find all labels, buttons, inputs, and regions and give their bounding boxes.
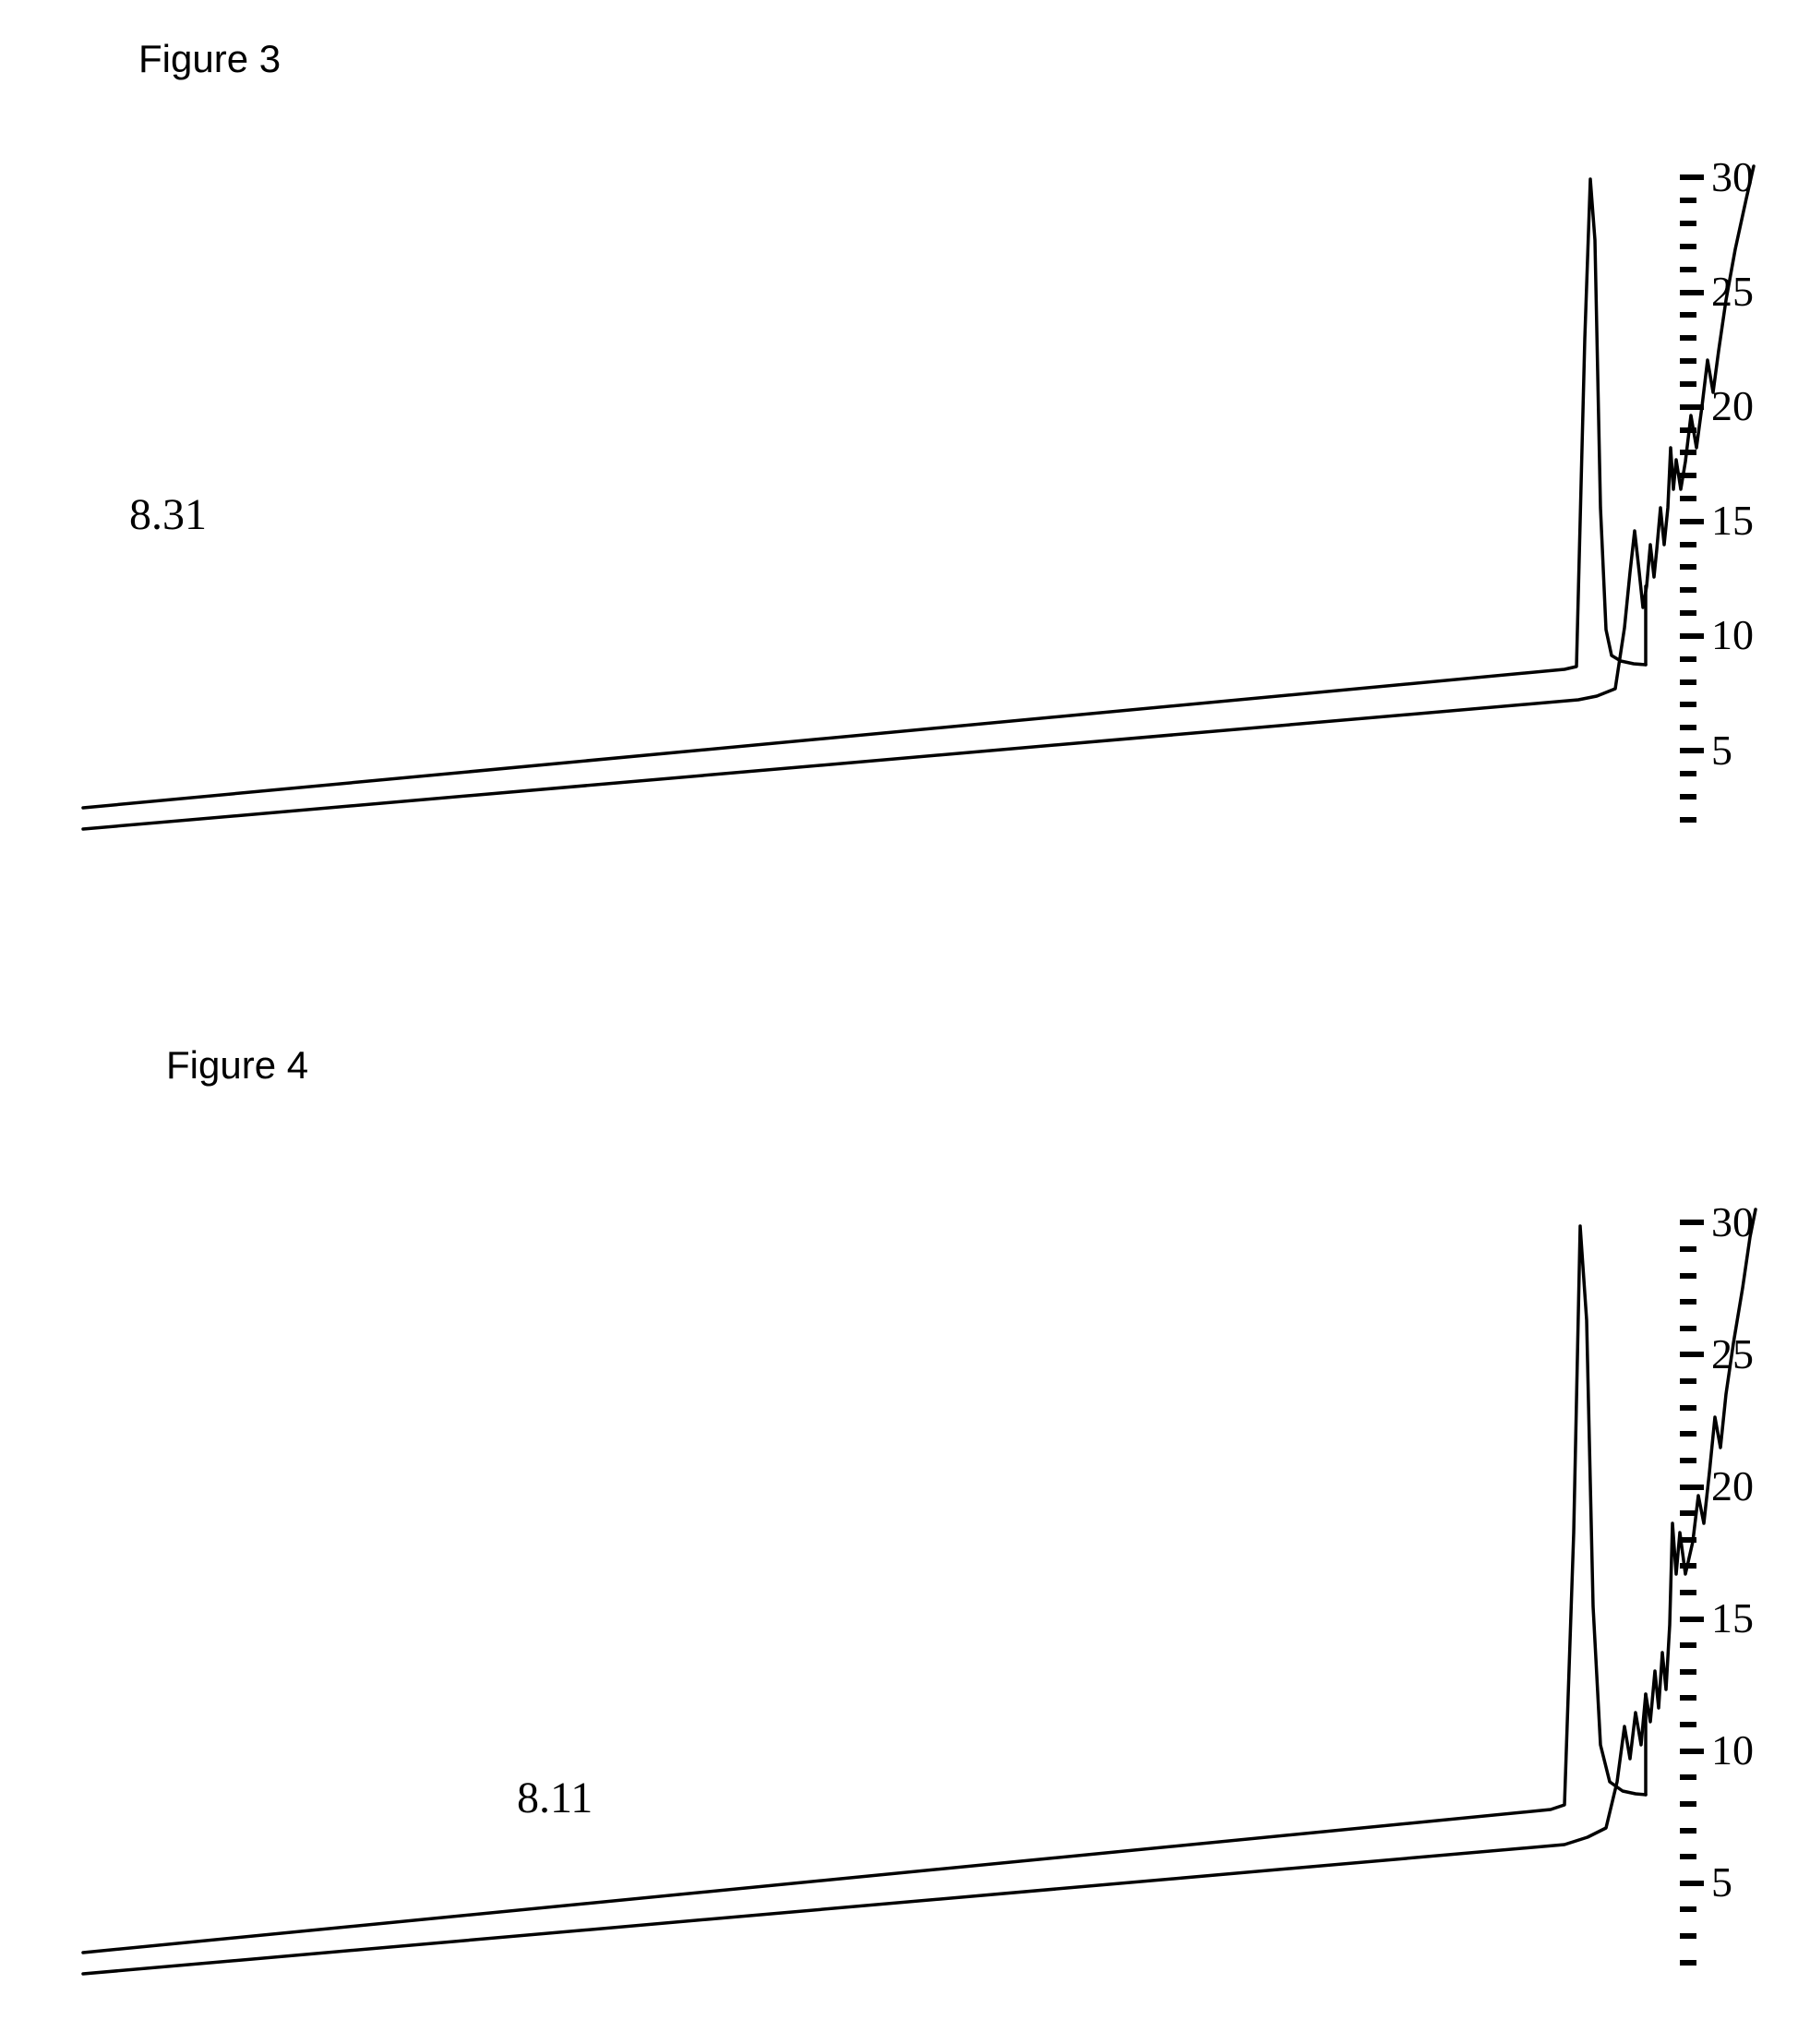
- axis-tick-label: 25: [1711, 267, 1754, 316]
- figure-title: Figure 4: [166, 1043, 308, 1088]
- axis-minor-tick: [1680, 1722, 1696, 1727]
- axis-tick-label: 10: [1711, 1725, 1754, 1774]
- axis-minor-tick: [1680, 358, 1696, 364]
- axis-minor-tick: [1680, 1669, 1696, 1675]
- axis-minor-tick: [1680, 267, 1696, 272]
- axis-minor-tick: [1680, 1326, 1696, 1331]
- axis-minor-tick: [1680, 1960, 1696, 1966]
- axis-major-tick: [1680, 1220, 1704, 1225]
- axis-minor-tick: [1680, 244, 1696, 249]
- axis-minor-tick: [1680, 335, 1696, 341]
- axis-major-tick: [1680, 1749, 1704, 1754]
- axis-major-tick: [1680, 519, 1704, 524]
- axis-minor-tick: [1680, 794, 1696, 800]
- axis-tick-label: 10: [1711, 610, 1754, 659]
- axis-minor-tick: [1680, 1774, 1696, 1780]
- axis-tick-label: 30: [1711, 152, 1754, 201]
- axis-minor-tick: [1680, 1246, 1696, 1252]
- axis-minor-tick: [1680, 1273, 1696, 1279]
- peak-retention-label: 8.11: [517, 1773, 593, 1823]
- chromatogram-chart: [83, 166, 1772, 840]
- axis-minor-tick: [1680, 1642, 1696, 1648]
- axis-tick-label: 15: [1711, 496, 1754, 545]
- axis-tick-label: 20: [1711, 381, 1754, 430]
- axis-minor-tick: [1680, 587, 1696, 593]
- axis-minor-tick: [1680, 679, 1696, 685]
- axis-minor-tick: [1680, 610, 1696, 616]
- axis-minor-tick: [1680, 1695, 1696, 1701]
- axis-major-tick: [1680, 748, 1704, 753]
- axis-minor-tick: [1680, 221, 1696, 226]
- axis-minor-tick: [1680, 564, 1696, 570]
- axis-minor-tick: [1680, 1828, 1696, 1834]
- axis-minor-tick: [1680, 381, 1696, 387]
- axis-minor-tick: [1680, 1590, 1696, 1595]
- axis-major-tick: [1680, 1485, 1704, 1490]
- axis-minor-tick: [1680, 473, 1696, 478]
- axis-tick-label: 20: [1711, 1461, 1754, 1510]
- axis-minor-tick: [1680, 1537, 1696, 1543]
- axis-tick-label: 5: [1711, 726, 1732, 775]
- axis-major-tick: [1680, 633, 1704, 639]
- axis-minor-tick: [1680, 817, 1696, 823]
- axis-major-tick: [1680, 404, 1704, 410]
- figure-title: Figure 3: [138, 37, 281, 81]
- axis-minor-tick: [1680, 1933, 1696, 1939]
- axis-minor-tick: [1680, 656, 1696, 662]
- axis-minor-tick: [1680, 312, 1696, 318]
- axis-minor-tick: [1680, 427, 1696, 433]
- axis-major-tick: [1680, 1352, 1704, 1357]
- axis-minor-tick: [1680, 1405, 1696, 1411]
- peak-retention-label: 8.31: [129, 489, 207, 540]
- axis-minor-tick: [1680, 1563, 1696, 1569]
- axis-minor-tick: [1680, 1510, 1696, 1516]
- axis-tick-label: 25: [1711, 1329, 1754, 1378]
- chromatogram-chart: [83, 1209, 1772, 1985]
- axis-tick-label: 30: [1711, 1197, 1754, 1246]
- axis-minor-tick: [1680, 496, 1696, 501]
- axis-minor-tick: [1680, 1854, 1696, 1859]
- axis-minor-tick: [1680, 725, 1696, 730]
- axis-minor-tick: [1680, 1431, 1696, 1437]
- axis-minor-tick: [1680, 702, 1696, 707]
- axis-major-tick: [1680, 174, 1704, 180]
- axis-minor-tick: [1680, 450, 1696, 455]
- axis-minor-tick: [1680, 198, 1696, 203]
- axis-major-tick: [1680, 1617, 1704, 1622]
- axis-minor-tick: [1680, 1801, 1696, 1807]
- axis-minor-tick: [1680, 1458, 1696, 1463]
- axis-major-tick: [1680, 1881, 1704, 1886]
- axis-tick-label: 15: [1711, 1593, 1754, 1642]
- axis-minor-tick: [1680, 771, 1696, 776]
- axis-tick-label: 5: [1711, 1858, 1732, 1906]
- axis-major-tick: [1680, 290, 1704, 295]
- axis-minor-tick: [1680, 1906, 1696, 1912]
- axis-minor-tick: [1680, 1378, 1696, 1384]
- axis-minor-tick: [1680, 542, 1696, 547]
- axis-minor-tick: [1680, 1299, 1696, 1305]
